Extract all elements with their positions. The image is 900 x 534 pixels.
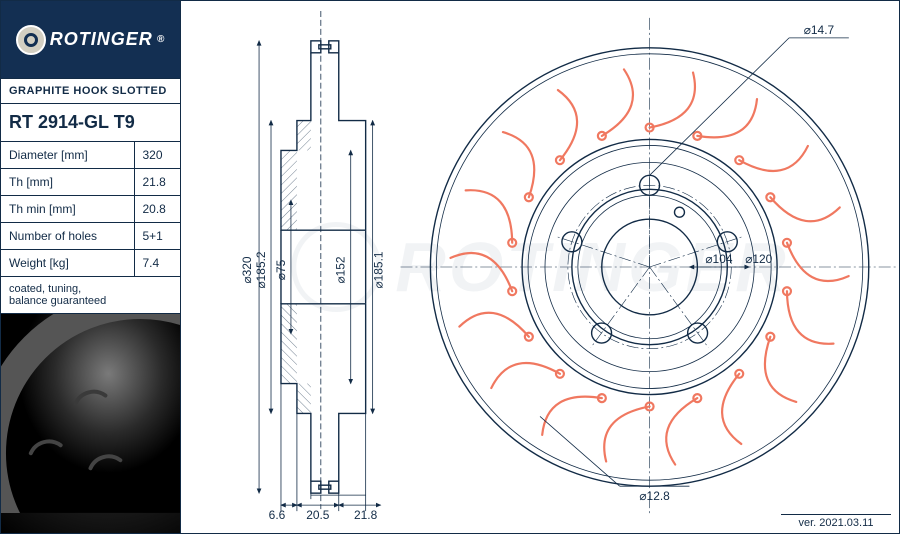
table-row: Weight [kg]7.4 [1,250,180,277]
front-view: ⌀14.7 ⌀104 ⌀120 ⌀12.8 [401,18,899,516]
table-row: Number of holes5+1 [1,223,180,250]
spec-label: Diameter [mm] [1,142,134,169]
spec-value: 5+1 [134,223,180,250]
registered-mark: ® [157,34,165,45]
svg-text:⌀120: ⌀120 [745,252,772,266]
svg-text:20.5: 20.5 [306,508,330,522]
spec-label: Weight [kg] [1,250,134,277]
svg-text:⌀104: ⌀104 [705,252,732,266]
svg-text:⌀185.2: ⌀185.2 [254,251,268,288]
sidebar: ROTINGER ® GRAPHITE HOOK SLOTTED RT 2914-… [1,1,181,533]
brand-name: ROTINGER [50,29,153,50]
spec-label: Number of holes [1,223,134,250]
product-photo [1,314,180,533]
svg-text:⌀320: ⌀320 [240,256,254,283]
technical-drawing-svg: ⌀320 ⌀185.2 ⌀75 ⌀152 ⌀185.1 6.6 20.5 21.… [181,1,899,533]
spec-value: 20.8 [134,196,180,223]
page-container: ROTINGER ® GRAPHITE HOOK SLOTTED RT 2914-… [0,0,900,534]
spec-value: 7.4 [134,250,180,277]
logo-ring-icon [16,25,46,55]
version-label: ver. 2021.03.11 [781,514,891,529]
svg-text:⌀12.8: ⌀12.8 [639,489,670,503]
svg-text:⌀185.1: ⌀185.1 [372,251,386,288]
brand-logo: ROTINGER ® [1,1,180,79]
table-row: Th [mm]21.8 [1,169,180,196]
part-number: RT 2914-GL T9 [1,104,180,142]
svg-text:⌀75: ⌀75 [274,259,288,280]
section-view: ⌀320 ⌀185.2 ⌀75 ⌀152 ⌀185.1 6.6 20.5 21.… [240,11,386,522]
svg-text:6.6: 6.6 [269,508,286,522]
spec-label: Th min [mm] [1,196,134,223]
drawing-area: ROTINGER [181,1,899,533]
svg-text:⌀14.7: ⌀14.7 [804,23,835,37]
table-row: Th min [mm]20.8 [1,196,180,223]
spec-label: Th [mm] [1,169,134,196]
spec-table: Diameter [mm]320 Th [mm]21.8 Th min [mm]… [1,142,180,277]
table-row: Diameter [mm]320 [1,142,180,169]
spec-value: 21.8 [134,169,180,196]
spec-value: 320 [134,142,180,169]
svg-text:⌀152: ⌀152 [334,256,348,283]
product-note: coated, tuning, balance guaranteed [1,277,180,314]
product-subtitle: GRAPHITE HOOK SLOTTED [1,79,180,104]
